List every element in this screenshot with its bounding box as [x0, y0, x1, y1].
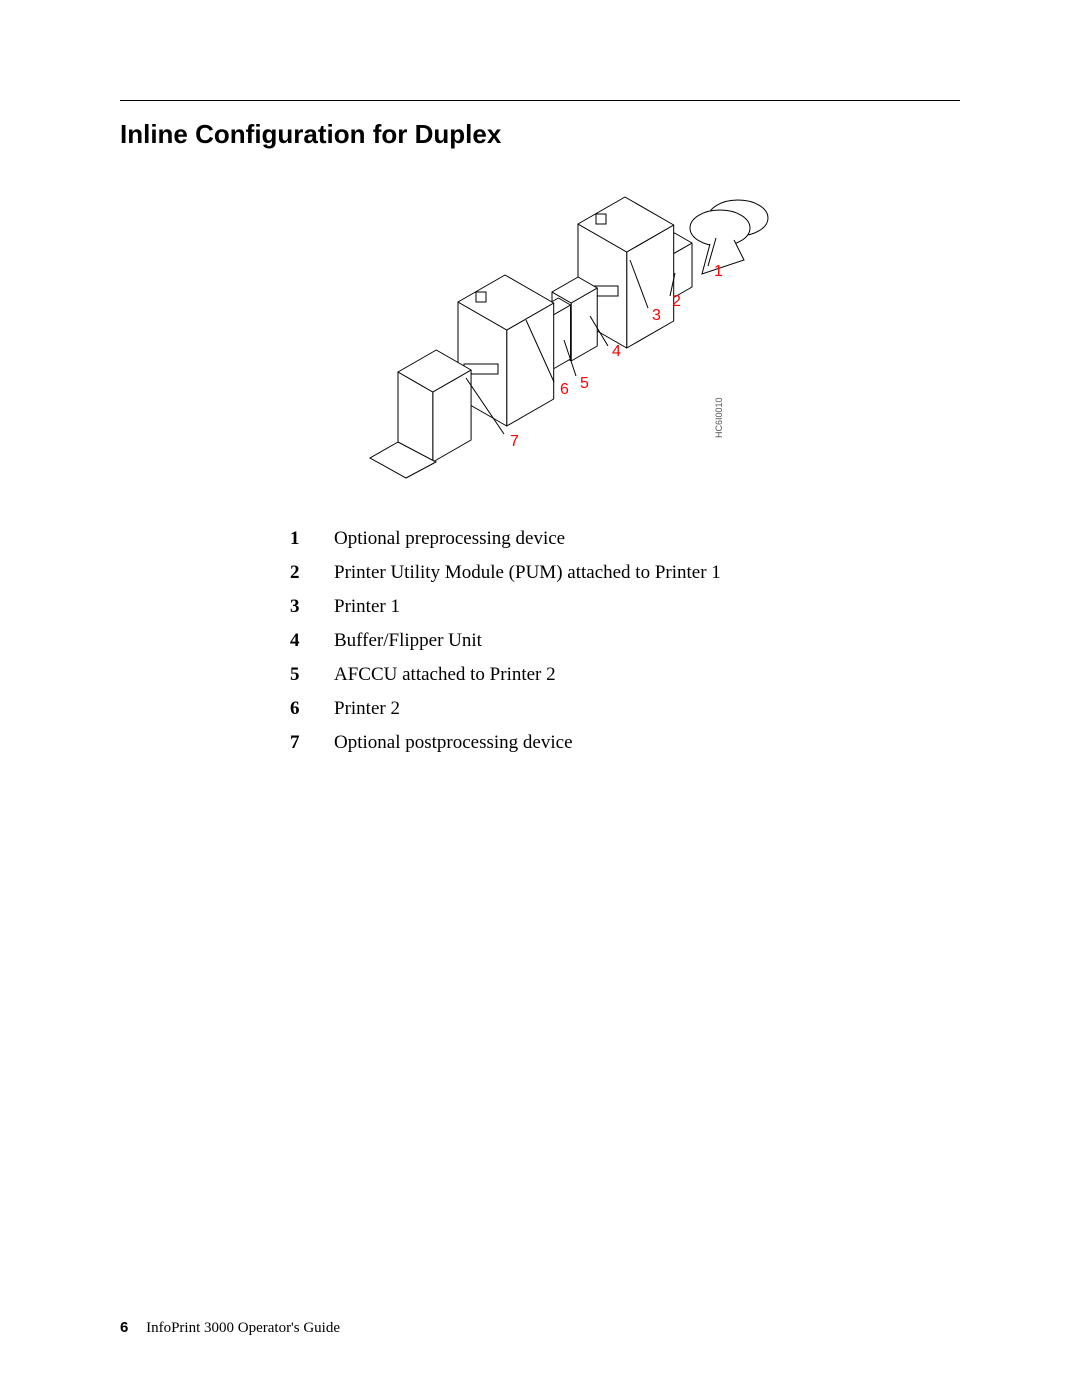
page-footer: 6 InfoPrint 3000 Operator's Guide: [120, 1319, 340, 1337]
footer-title: InfoPrint 3000 Operator's Guide: [146, 1320, 340, 1336]
legend-text: Printer Utility Module (PUM) attached to…: [334, 562, 721, 584]
callout-2: 2: [672, 293, 681, 310]
legend-number: 7: [290, 732, 334, 754]
legend-number: 2: [290, 562, 334, 584]
top-rule: [120, 100, 960, 101]
legend: 1Optional preprocessing device2Printer U…: [290, 528, 960, 754]
legend-number: 6: [290, 698, 334, 720]
legend-number: 3: [290, 596, 334, 618]
config-diagram: 1 23 4 56 7 HC6I0010: [290, 168, 790, 508]
callout-5: 5: [580, 375, 589, 392]
legend-row: 4Buffer/Flipper Unit: [290, 630, 960, 652]
page-number: 6: [120, 1319, 128, 1336]
legend-row: 2Printer Utility Module (PUM) attached t…: [290, 562, 960, 584]
callout-6: 6: [560, 381, 569, 398]
legend-row: 5AFCCU attached to Printer 2: [290, 664, 960, 686]
diagram-container: 1 23 4 56 7 HC6I0010: [120, 168, 960, 508]
legend-number: 4: [290, 630, 334, 652]
legend-text: Printer 1: [334, 596, 400, 618]
legend-row: 6Printer 2: [290, 698, 960, 720]
legend-row: 3Printer 1: [290, 596, 960, 618]
callout-1: 1: [714, 263, 723, 280]
legend-text: Optional preprocessing device: [334, 528, 565, 550]
legend-number: 1: [290, 528, 334, 550]
section-heading: Inline Configuration for Duplex: [120, 119, 960, 150]
legend-row: 1Optional preprocessing device: [290, 528, 960, 550]
legend-text: Buffer/Flipper Unit: [334, 630, 482, 652]
callout-3: 3: [652, 307, 661, 324]
callout-7: 7: [510, 433, 519, 450]
legend-number: 5: [290, 664, 334, 686]
figure-id: HC6I0010: [714, 397, 724, 438]
callout-4: 4: [612, 343, 621, 360]
legend-text: AFCCU attached to Printer 2: [334, 664, 556, 686]
legend-row: 7Optional postprocessing device: [290, 732, 960, 754]
legend-text: Optional postprocessing device: [334, 732, 573, 754]
legend-text: Printer 2: [334, 698, 400, 720]
